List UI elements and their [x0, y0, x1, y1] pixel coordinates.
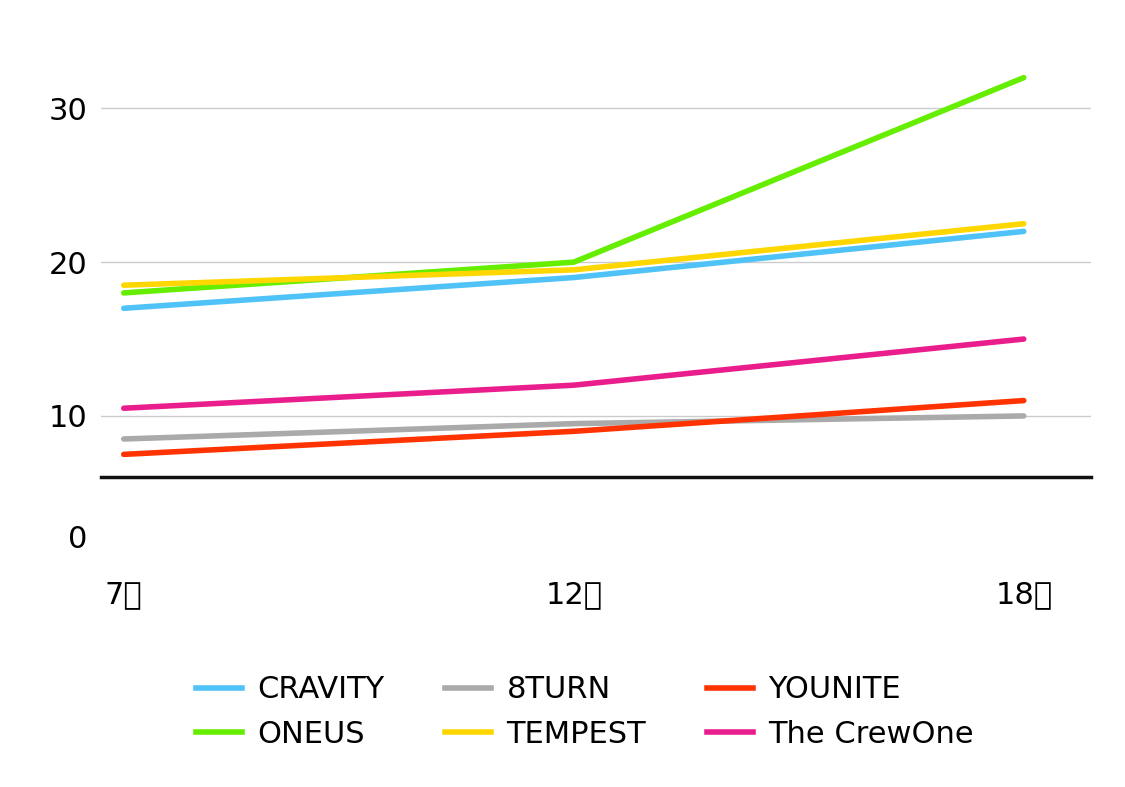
Legend: CRAVITY, ONEUS, 8TURN, TEMPEST, YOUNITE, The CrewOne: CRAVITY, ONEUS, 8TURN, TEMPEST, YOUNITE,…	[181, 660, 989, 764]
